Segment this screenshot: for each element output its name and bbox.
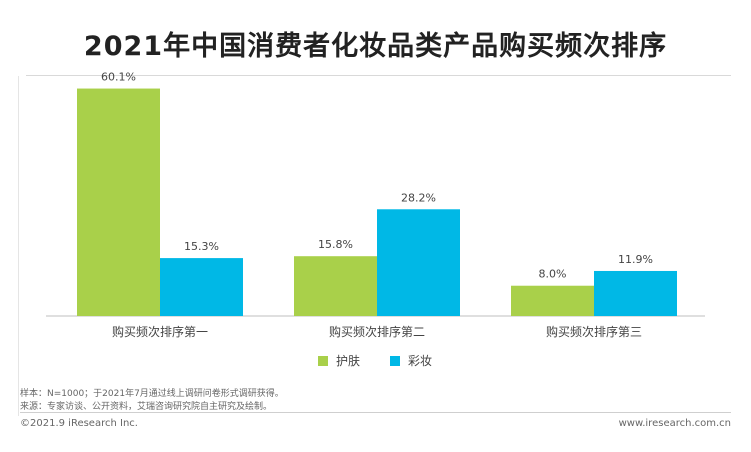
footer-divider [20, 412, 731, 413]
data-label-makeup-1: 15.3% [184, 240, 219, 253]
legend-swatch-skincare [318, 355, 328, 366]
bar-makeup-1 [160, 258, 243, 316]
data-label-makeup-3: 11.9% [618, 253, 653, 266]
legend-label-skincare: 护肤 [336, 354, 361, 368]
bar-makeup-2 [377, 209, 460, 316]
left-frame-line [18, 76, 19, 416]
category-label-3: 购买频次排序第三 [546, 324, 642, 339]
data-label-skincare-2: 15.8% [318, 238, 353, 251]
legend-item-skincare: 护肤 [318, 352, 360, 369]
data-label-makeup-2: 28.2% [401, 191, 436, 204]
copyright-text: ©2021.9 iResearch Inc. [20, 418, 138, 429]
chart-title: 2021年中国消费者化妆品类产品购买频次排序 [83, 31, 668, 62]
data-label-skincare-1: 60.1% [101, 71, 136, 84]
category-label-2: 购买频次排序第二 [329, 324, 425, 339]
legend-item-makeup: 彩妆 [390, 352, 432, 369]
website-text: www.iresearch.com.cn [618, 418, 731, 429]
bar-skincare-1 [77, 88, 160, 316]
bar-makeup-3 [594, 270, 677, 316]
sample-note: 样本：N=1000；于2021年7月通过线上调研问卷形式调研获得。 [20, 389, 284, 399]
title-divider [26, 75, 731, 76]
source-note: 来源：专家访谈、公开资料，艾瑞咨询研究院自主研究及绘制。 [20, 402, 273, 412]
legend-swatch-makeup [390, 355, 400, 366]
data-label-skincare-3: 8.0% [539, 268, 567, 281]
bar-skincare-3 [511, 285, 594, 316]
bar-skincare-2 [294, 256, 377, 316]
chart-legend: 护肤 彩妆 [0, 352, 751, 372]
legend-label-makeup: 彩妆 [408, 354, 433, 368]
category-label-1: 购买频次排序第一 [112, 324, 208, 339]
bar-chart: 60.1% 15.3% 购买频次排序第一 15.8% 28.2% 购买频次排序第二 8.0%… [46, 71, 705, 339]
